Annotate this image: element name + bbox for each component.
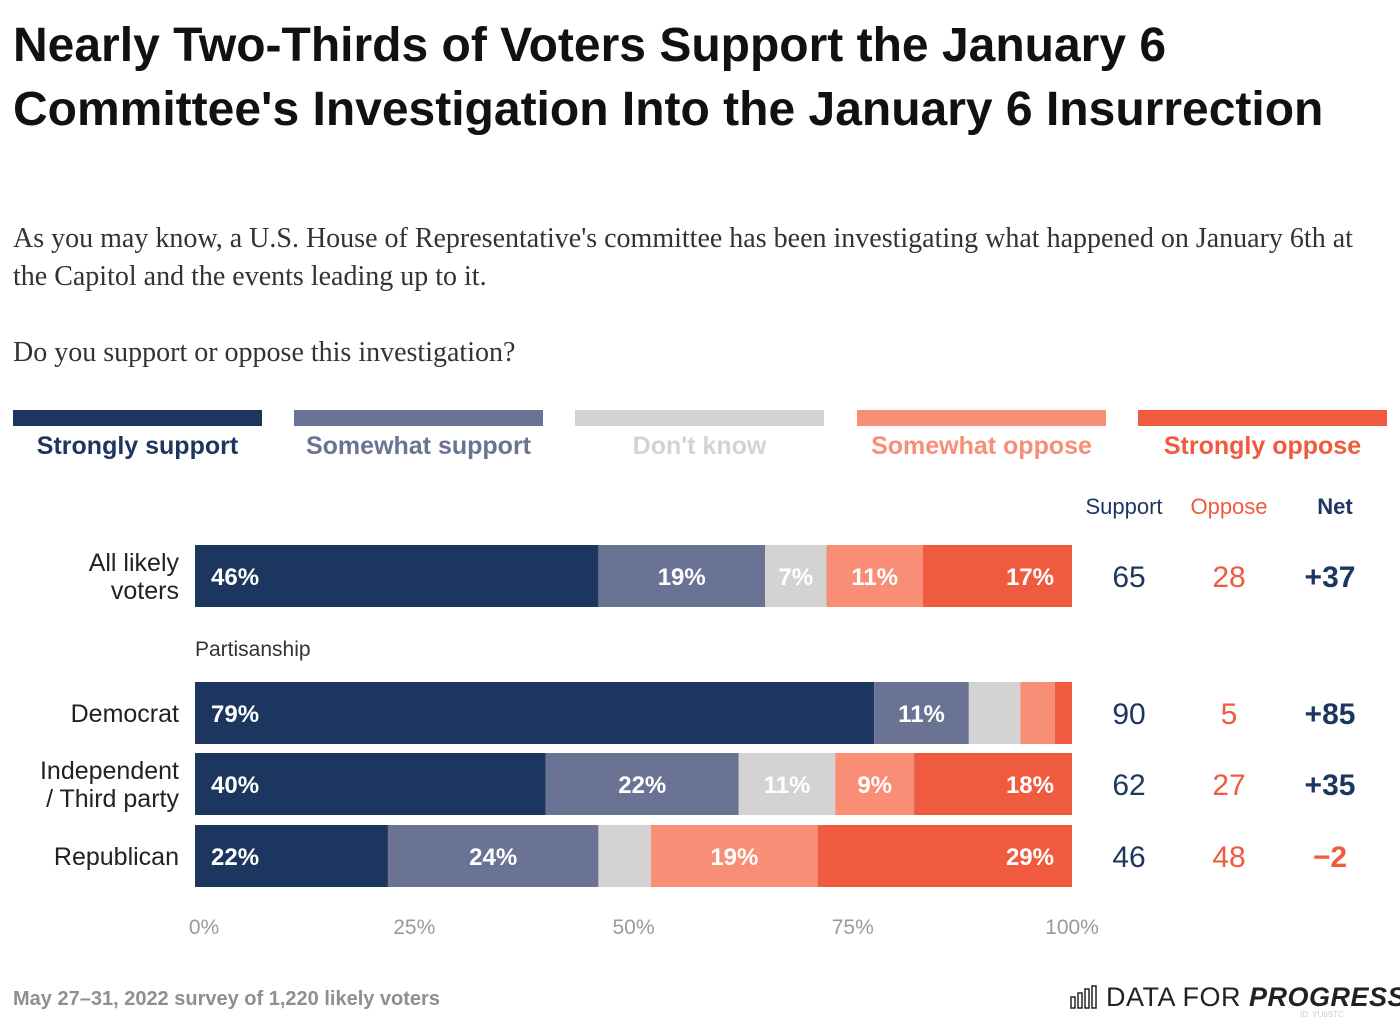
bar-independent-dont-know	[738, 753, 836, 815]
x-tick-label: 0%	[189, 916, 219, 939]
bar-all-likely-voters-dont-know	[765, 545, 827, 607]
data-label-republican-strongly-support: 22%	[211, 844, 259, 871]
bar-democrat-strongly-support	[195, 682, 875, 744]
net-value-independent: +35	[1305, 769, 1356, 802]
data-label-all-likely-voters-strongly-oppose: 17%	[1006, 564, 1054, 591]
survey-question: Do you support or oppose this investigat…	[13, 337, 516, 368]
bar-independent-strongly-oppose	[914, 753, 1072, 815]
category-label-line: All likely	[89, 549, 180, 577]
data-label-independent-somewhat-support: 22%	[618, 772, 666, 799]
category-label-line: Independent	[40, 757, 179, 785]
legend-swatch	[1138, 410, 1387, 426]
legend-label: Strongly support	[36, 432, 239, 460]
category-label-all-likely-voters: All likely voters	[89, 549, 180, 605]
logo-text-regular: DATA FOR	[1106, 981, 1250, 1012]
support-value-all-likely-voters: 65	[1112, 561, 1145, 594]
data-label-independent-strongly-support: 40%	[211, 772, 259, 799]
data-label-independent-somewhat-oppose: 9%	[857, 772, 892, 799]
category-label-line: voters	[111, 577, 179, 605]
data-label-democrat-somewhat-support: 11%	[898, 701, 945, 728]
logo-wordmark: DATA FOR PROGRESS	[1106, 982, 1400, 1013]
legend-item-strongly-oppose: Strongly oppose	[1138, 410, 1387, 470]
bar-all-likely-voters-strongly-oppose	[922, 545, 1072, 607]
data-label-republican-strongly-oppose: 29%	[1006, 844, 1054, 871]
bar-republican-somewhat-support	[387, 825, 599, 887]
legend-item-somewhat-oppose: Somewhat oppose	[857, 410, 1106, 470]
stacked-bar-chart: All likely voters Democrat Independent / Thi…	[40, 545, 1356, 939]
net-value-all-likely-voters: +37	[1305, 561, 1356, 594]
column-header-net: Net	[1317, 494, 1353, 519]
bar-republican-dont-know	[598, 825, 652, 887]
legend-item-dont-know: Don't know	[575, 410, 824, 470]
net-value-democrat: +85	[1305, 698, 1356, 731]
bar-democrat-somewhat-oppose	[1020, 682, 1055, 744]
category-label-democrat: Democrat	[71, 700, 179, 728]
support-value-republican: 46	[1112, 841, 1145, 874]
bar-independent-strongly-support	[195, 753, 546, 815]
data-label-republican-somewhat-oppose: 19%	[710, 844, 758, 871]
net-value-republican: −2	[1313, 841, 1347, 874]
bar-republican-strongly-support	[195, 825, 388, 887]
legend-label: Don't know	[632, 432, 767, 460]
data-label-republican-somewhat-support: 24%	[469, 844, 517, 871]
bar-democrat-dont-know	[968, 682, 1021, 744]
bar-chart-logo-icon	[1070, 985, 1097, 1009]
data-label-independent-strongly-oppose: 18%	[1006, 772, 1054, 799]
legend-label: Somewhat support	[305, 432, 531, 460]
x-tick-label: 75%	[832, 916, 874, 939]
legend-label: Somewhat oppose	[871, 432, 1092, 460]
chart-id: ID: YU6STC	[1300, 1010, 1344, 1019]
bar-all-likely-voters-strongly-support	[195, 545, 599, 607]
column-header-oppose: Oppose	[1190, 494, 1268, 519]
support-value-democrat: 90	[1112, 698, 1145, 731]
legend-swatch	[13, 410, 262, 426]
x-tick-label: 25%	[393, 916, 435, 939]
legend-swatch	[294, 410, 543, 426]
bar-democrat-somewhat-support	[874, 682, 969, 744]
bar-all-likely-voters-somewhat-support	[598, 545, 766, 607]
survey-footnote: May 27–31, 2022 survey of 1,220 likely v…	[13, 988, 440, 1010]
bar-all-likely-voters-somewhat-oppose	[826, 545, 923, 607]
group-label-partisanship: Partisanship	[195, 638, 311, 661]
bar-democrat-strongly-oppose	[1054, 682, 1072, 744]
legend-swatch	[857, 410, 1106, 426]
data-label-democrat-strongly-support: 79%	[211, 701, 259, 728]
bar-independent-somewhat-oppose	[835, 753, 915, 815]
data-label-all-likely-voters-strongly-support: 46%	[211, 564, 259, 591]
data-label-all-likely-voters-somewhat-support: 19%	[658, 564, 706, 591]
category-label-republican: Republican	[54, 843, 179, 871]
chart-title: Nearly Two-Thirds of Voters Support the …	[13, 19, 1324, 136]
data-for-progress-logo: DATA FOR PROGRESS	[1070, 980, 1400, 1014]
oppose-value-all-likely-voters: 28	[1212, 561, 1245, 594]
category-label-line: / Third party	[46, 785, 179, 813]
legend-item-somewhat-support: Somewhat support	[294, 410, 543, 470]
data-label-all-likely-voters-dont-know: 7%	[778, 564, 813, 591]
logo-text-bold: PROGRESS	[1249, 981, 1400, 1012]
x-tick-label: 50%	[612, 916, 654, 939]
oppose-value-democrat: 5	[1221, 698, 1238, 731]
x-tick-label: 100%	[1045, 916, 1099, 939]
support-value-independent: 62	[1112, 769, 1145, 802]
legend-swatch	[575, 410, 824, 426]
data-label-independent-dont-know: 11%	[764, 772, 811, 799]
oppose-value-republican: 48	[1212, 841, 1245, 874]
legend-label: Strongly oppose	[1163, 432, 1362, 460]
legend-item-strongly-support: Strongly support	[13, 410, 262, 470]
column-header-support: Support	[1085, 494, 1163, 519]
bar-republican-somewhat-oppose	[651, 825, 818, 887]
category-label-independent: Independent / Third party	[40, 757, 180, 813]
bar-republican-strongly-oppose	[817, 825, 1072, 887]
bar-independent-somewhat-support	[545, 753, 739, 815]
data-label-all-likely-voters-somewhat-oppose: 11%	[851, 564, 898, 591]
oppose-value-independent: 27	[1212, 769, 1245, 802]
chart-subtitle: As you may know, a U.S. House of Represe…	[13, 223, 1353, 292]
